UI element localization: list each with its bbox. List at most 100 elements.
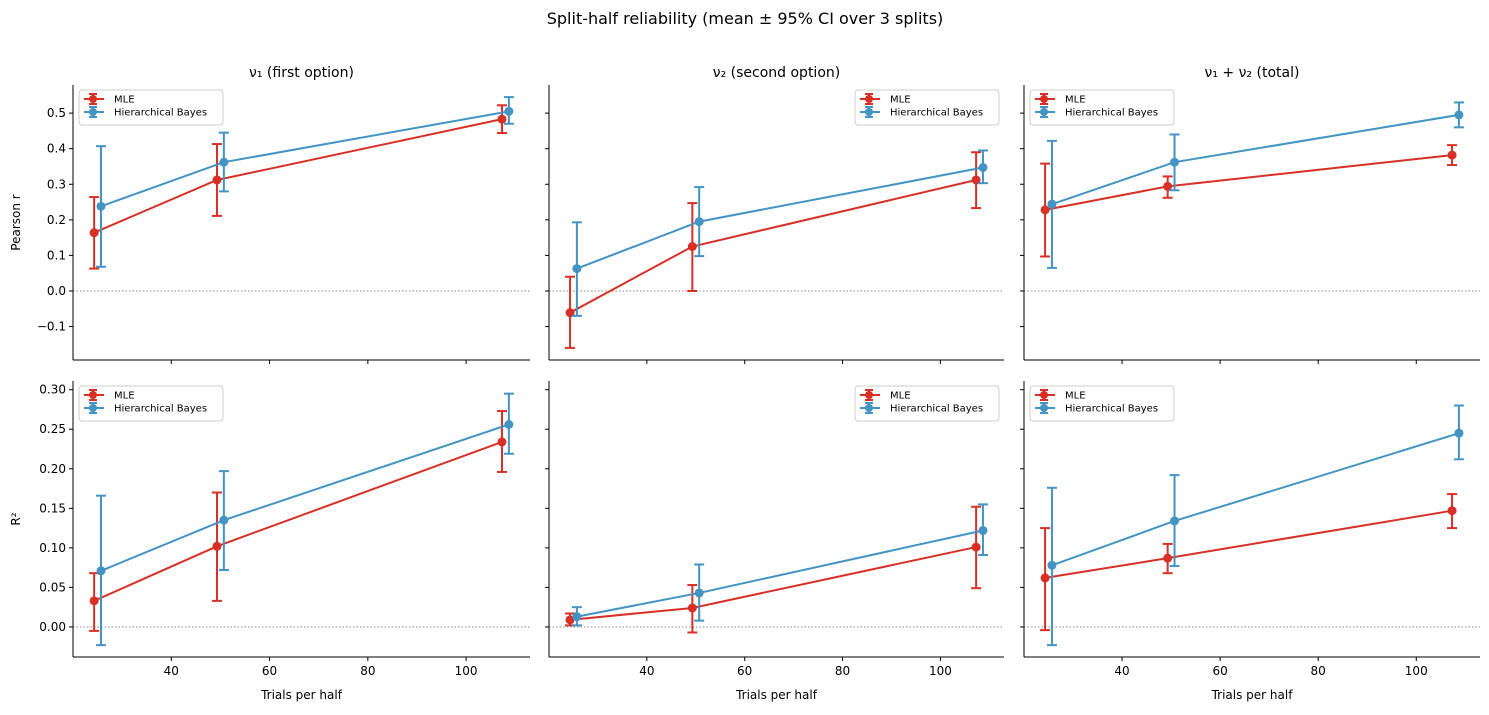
panel-5: 40 60 80 100 Trials per half MLE Hierarchical …: [545, 381, 1004, 702]
legend: MLE Hierarchical Bayes: [854, 89, 1000, 126]
y-tick-label: 0.05: [39, 580, 66, 594]
legend-label: Hierarchical Bayes: [1065, 404, 1158, 415]
series-line: [1051, 113, 1460, 206]
series-hierarchical-bayes: [571, 503, 988, 627]
x-tick-label: 100: [929, 664, 952, 678]
data-point: [687, 242, 697, 252]
series-line: [100, 423, 510, 572]
data-point: [1040, 573, 1050, 583]
legend-frame: [854, 89, 1000, 126]
series-mle: [565, 505, 982, 634]
legend-frame: [1029, 89, 1175, 126]
series-line: [93, 118, 503, 234]
series-mle: [89, 104, 507, 270]
data-point: [497, 114, 507, 124]
legend-label: MLE: [1065, 391, 1086, 402]
y-tick-label: 0.2: [47, 213, 66, 227]
data-point: [504, 419, 514, 429]
y-tick-label: 0.25: [39, 422, 66, 436]
x-tick-label: 60: [737, 664, 752, 678]
y-tick-label: 0.15: [39, 501, 66, 515]
legend-frame: [78, 89, 224, 126]
legend: MLE Hierarchical Bayes: [78, 385, 224, 422]
legend: MLE Hierarchical Bayes: [1029, 385, 1175, 422]
series-line: [569, 179, 977, 314]
x-tick-label: 80: [360, 664, 375, 678]
legend-label: Hierarchical Bayes: [890, 404, 983, 415]
data-point: [1047, 560, 1057, 570]
legend-marker: [89, 95, 97, 103]
data-point: [96, 566, 106, 576]
series-line: [1051, 432, 1460, 567]
y-tick-label: 0.5: [47, 106, 66, 120]
legend-label: MLE: [890, 95, 911, 106]
legend-label: Hierarchical Bayes: [890, 108, 983, 119]
legend-label: Hierarchical Bayes: [1065, 108, 1158, 119]
data-point: [96, 201, 106, 211]
legend-label: Hierarchical Bayes: [114, 108, 207, 119]
legend-label: MLE: [114, 95, 135, 106]
data-point: [1170, 157, 1180, 167]
legend-frame: [78, 385, 224, 422]
legend-marker: [1040, 391, 1048, 399]
y-tick-label: 0.00: [39, 620, 66, 634]
series-line: [100, 110, 510, 208]
data-point: [219, 157, 229, 167]
data-point: [1447, 150, 1457, 160]
legend: MLE Hierarchical Bayes: [1029, 89, 1175, 126]
data-point: [219, 515, 229, 525]
y-tick-label: 0.20: [39, 462, 66, 476]
legend-label: MLE: [1065, 95, 1086, 106]
x-tick-label: 60: [262, 664, 277, 678]
data-point: [89, 596, 99, 606]
y-tick-label: 0.30: [39, 383, 66, 397]
data-point: [1454, 110, 1464, 120]
legend-marker: [865, 404, 873, 412]
panel-6: 40 60 80 100 Trials per half MLE Hierarchical …: [1020, 381, 1480, 702]
figure-title: Split-half reliability (mean ± 95% CI ov…: [547, 9, 944, 28]
x-tick-label: 80: [835, 664, 850, 678]
legend-frame: [1029, 385, 1175, 422]
legend: MLE Hierarchical Bayes: [854, 385, 1000, 422]
y-tick-label: 0.10: [39, 541, 66, 555]
legend-marker: [865, 391, 873, 399]
panel-title: ν₁ + ν₂ (total): [1205, 65, 1300, 81]
y-tick-label: 0.3: [47, 177, 66, 191]
x-tick-label: 100: [1405, 664, 1428, 678]
legend: MLE Hierarchical Bayes: [78, 89, 224, 126]
x-axis-label: Trials per half: [260, 688, 343, 702]
panel-4: 40 60 80 100 0.00 0.05 0.10 0.15 0.20 0.25 0.30 Tri…: [9, 381, 530, 702]
data-point: [212, 541, 222, 551]
series-hierarchical-bayes: [1046, 101, 1464, 269]
data-point: [572, 612, 582, 622]
series-hierarchical-bayes: [96, 392, 514, 647]
panel-title: ν₂ (second option): [713, 65, 840, 81]
series-line: [576, 529, 984, 618]
x-tick-label: 40: [1114, 664, 1129, 678]
data-point: [497, 437, 507, 447]
data-point: [212, 175, 222, 185]
data-point: [572, 264, 582, 274]
x-tick-label: 40: [639, 664, 654, 678]
panel-1: −0.1 0.0 0.1 0.2 0.3 0.4 0.5 Pearson r ν₁ (first…: [9, 65, 530, 364]
series-hierarchical-bayes: [96, 96, 514, 268]
legend-marker: [865, 108, 873, 116]
legend-label: MLE: [114, 391, 135, 402]
data-point: [89, 228, 99, 238]
x-tick-label: 40: [164, 664, 179, 678]
data-point: [504, 106, 514, 116]
panel-3: ν₁ + ν₂ (total) MLE Hierarchical Bayes: [1020, 65, 1480, 364]
y-axis-label: R²: [9, 512, 23, 525]
legend-label: Hierarchical Bayes: [114, 404, 207, 415]
legend-marker: [865, 95, 873, 103]
data-point: [1040, 205, 1050, 215]
data-point: [1170, 516, 1180, 526]
series-line: [1044, 154, 1453, 211]
series-line: [576, 166, 984, 270]
x-tick-label: 80: [1311, 664, 1326, 678]
data-point: [694, 217, 704, 227]
data-point: [971, 542, 981, 552]
series-mle: [89, 410, 507, 632]
data-point: [1447, 506, 1457, 516]
series-line: [93, 440, 503, 602]
